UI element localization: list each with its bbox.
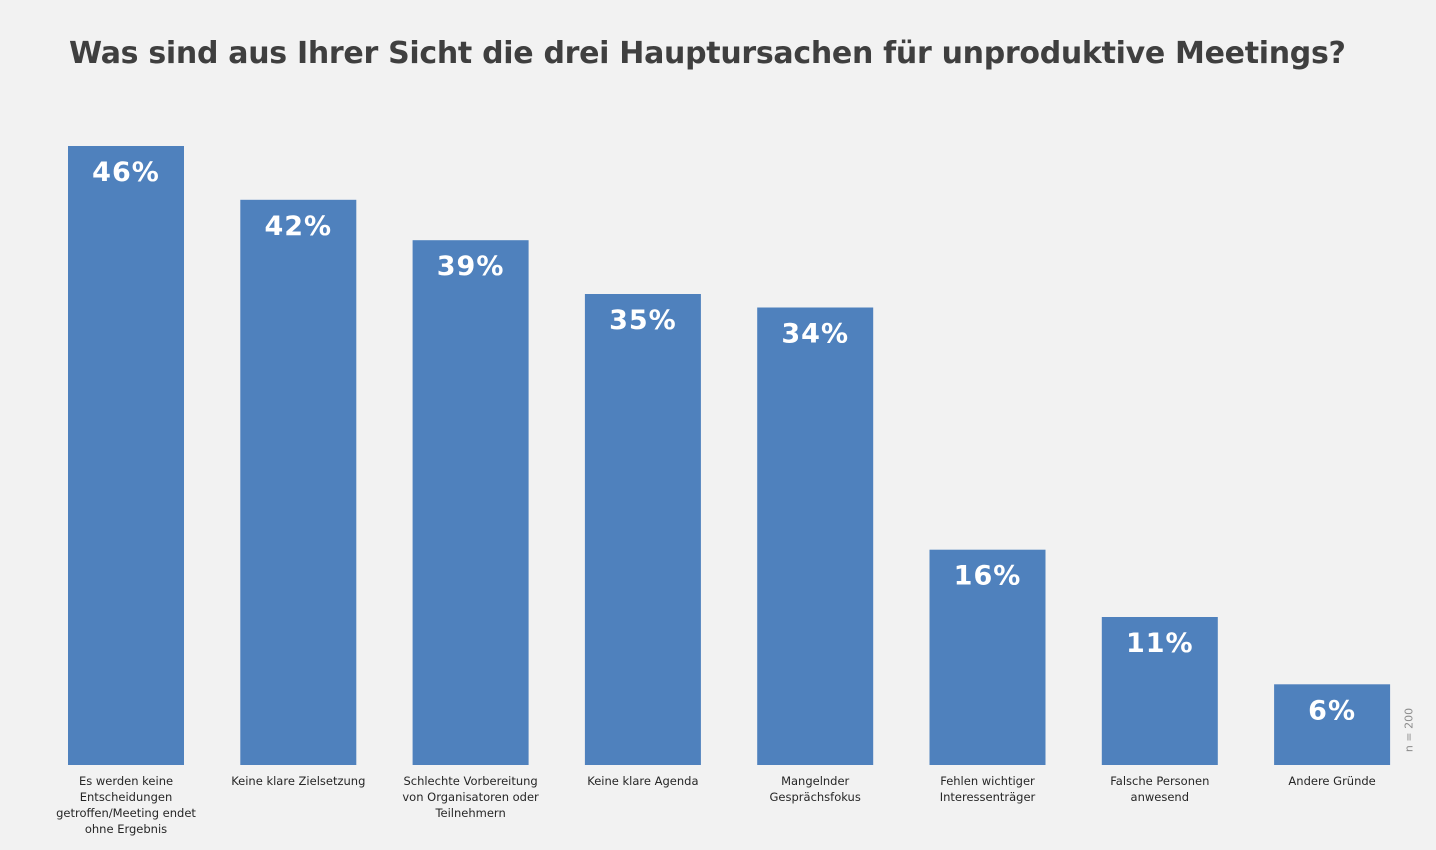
- category-label-8: Andere Gründe: [1288, 774, 1376, 788]
- category-label-5: Mangelnder Gesprächsfokus: [769, 774, 861, 804]
- bar-6: [929, 549, 1046, 765]
- bar-1: [68, 146, 184, 765]
- bar-2: [240, 199, 357, 766]
- bar-4: [584, 294, 701, 765]
- category-label-3: Schlechte Vorbereitung von Organisatoren…: [402, 774, 539, 820]
- value-label-6: 16%: [954, 561, 1022, 592]
- bar-8: [1274, 684, 1391, 765]
- bar-3: [412, 240, 529, 765]
- chart-title: Was sind aus Ihrer Sicht die drei Hauptu…: [69, 36, 1346, 71]
- value-label-1: 46%: [92, 157, 160, 188]
- sample-size-note: n = 200: [1402, 707, 1416, 753]
- bar-7: [1101, 617, 1218, 765]
- category-label-1: Es werden keine Entscheidungen getroffen…: [56, 774, 196, 836]
- category-label-2: Keine klare Zielsetzung: [231, 774, 366, 788]
- category-label-4: Keine klare Agenda: [587, 774, 699, 788]
- value-label-7: 11%: [1126, 628, 1194, 659]
- category-label-6: Fehlen wichtiger Interessenträger: [939, 774, 1036, 804]
- value-label-8: 6%: [1308, 695, 1356, 726]
- value-label-2: 42%: [264, 211, 332, 242]
- value-label-3: 39%: [437, 251, 505, 282]
- category-label-7: Falsche Personen anwesend: [1110, 774, 1210, 804]
- value-label-4: 35%: [609, 305, 677, 336]
- value-label-5: 34%: [781, 319, 849, 350]
- bar-5: [757, 307, 874, 765]
